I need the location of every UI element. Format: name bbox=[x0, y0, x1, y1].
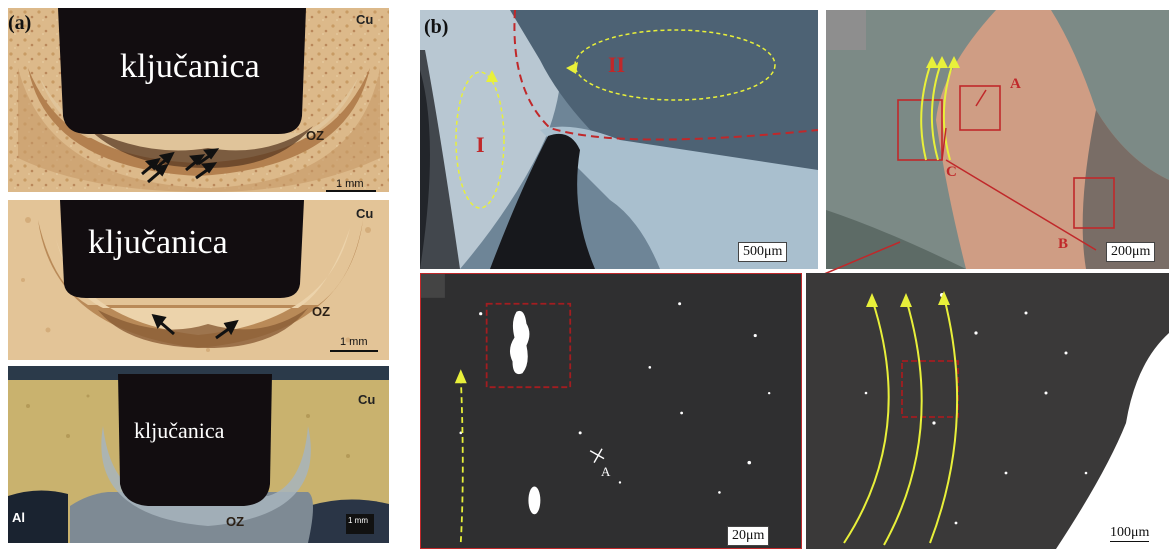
scale-bar-label: 1 mm bbox=[348, 516, 368, 525]
point-a-label: A bbox=[1010, 76, 1021, 92]
scale-bar-label: 1 mm bbox=[336, 178, 364, 190]
scale-bar-label: 200μm bbox=[1106, 242, 1156, 262]
panel-b-detail-right: 100μm bbox=[806, 273, 1169, 549]
stir-zone-label: OZ bbox=[312, 304, 331, 319]
panel-a-image-3: ključanica Cu Al OZ 1 mm bbox=[8, 366, 389, 543]
copper-label: Cu bbox=[356, 206, 374, 221]
flow-arrows-icon bbox=[141, 148, 220, 184]
point-c-label: C bbox=[946, 164, 957, 180]
keyhole-label: ključanica bbox=[88, 224, 228, 261]
scale-bar bbox=[326, 190, 376, 192]
scale-bar-label: 500μm bbox=[738, 242, 788, 262]
panel-b-overview: (b) I II 500μm bbox=[420, 10, 818, 269]
panel-a-label: (a) bbox=[8, 12, 32, 34]
point-b-label: B bbox=[1058, 236, 1069, 252]
panel-a-image-2: ključanica Cu OZ 1 mm bbox=[8, 200, 389, 360]
copper-label: Cu bbox=[356, 12, 374, 27]
stir-zone-label: OZ bbox=[226, 514, 245, 529]
scale-bar-label: 100μm bbox=[1110, 525, 1150, 542]
scale-bar-box bbox=[346, 514, 374, 534]
scale-bar-label: 1 mm bbox=[340, 336, 368, 348]
panel-b-detail-left: A 20μm bbox=[420, 273, 802, 549]
panel-b-label: (b) bbox=[424, 16, 449, 38]
copper-label: Cu bbox=[358, 392, 376, 407]
panel-a-image-1: ključanica Cu OZ 1 mm (a) bbox=[8, 8, 389, 192]
point-a-label: A bbox=[601, 464, 611, 479]
flow-arrows-icon bbox=[151, 313, 239, 340]
scale-bar-label: 20μm bbox=[727, 526, 770, 546]
scale-bar bbox=[330, 350, 378, 352]
keyhole-label: ključanica bbox=[120, 48, 260, 85]
region-ii-label: II bbox=[608, 52, 626, 77]
aluminum-label: Al bbox=[12, 510, 25, 525]
region-i-label: I bbox=[476, 132, 485, 157]
panel-b-interface: A C B 200μm bbox=[826, 10, 1169, 269]
stir-zone-label: OZ bbox=[306, 128, 325, 143]
keyhole-label: ključanica bbox=[134, 418, 225, 443]
